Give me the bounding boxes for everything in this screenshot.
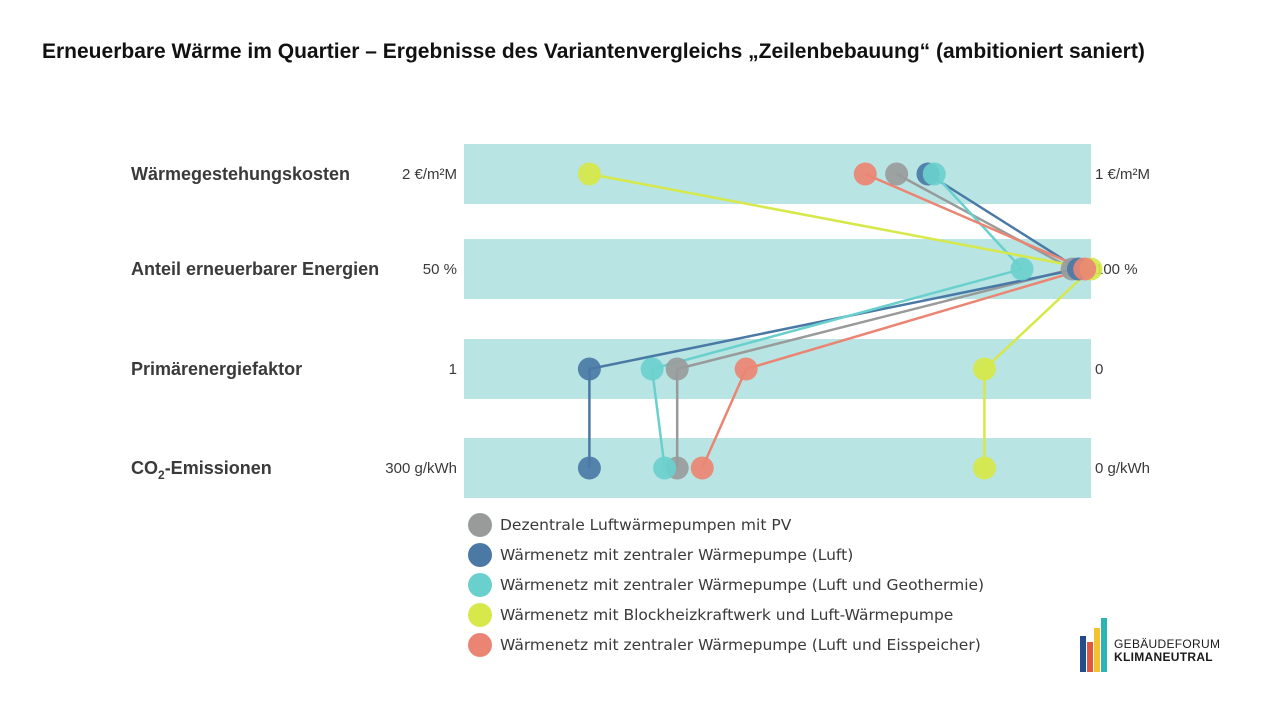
legend-label: Wärmenetz mit Blockheizkraftwerk und Luf… (500, 606, 954, 624)
category-band (464, 144, 1091, 204)
logo-bar (1101, 618, 1107, 672)
legend-label: Wärmenetz mit zentraler Wärmepumpe (Luft… (500, 576, 985, 594)
category-label: Primärenergiefaktor (131, 359, 302, 379)
range-min-label: 2 €/m²M (402, 166, 457, 183)
legend-swatch (468, 573, 492, 597)
data-point (885, 162, 909, 186)
legend-label: Dezentrale Luftwärmepumpen mit PV (500, 516, 792, 534)
category-band (464, 339, 1091, 399)
data-point (1010, 257, 1034, 281)
data-point (577, 357, 601, 381)
range-max-label: 1 €/m²M (1095, 166, 1150, 183)
category-label: CO2-Emissionen (131, 458, 272, 482)
range-min-label: 300 g/kWh (385, 460, 457, 477)
range-min-label: 1 (449, 361, 457, 378)
series-lines (588, 172, 1093, 469)
series-line (701, 172, 1086, 469)
logo-text-line2: KLIMANEUTRAL (1114, 650, 1213, 664)
range-max-label: 100 % (1095, 261, 1138, 278)
series-line (589, 172, 1093, 468)
category-label: Anteil erneuerbarer Energien (131, 259, 379, 279)
data-point (972, 456, 996, 480)
data-point (1073, 257, 1097, 281)
legend-item: Dezentrale Luftwärmepumpen mit PV (468, 510, 984, 540)
data-point (577, 456, 601, 480)
chart-title: Erneuerbare Wärme im Quartier – Ergebnis… (42, 40, 1145, 63)
category-labels: Wärmegestehungskosten 2 €/m²M 1 €/m²M Antei… (131, 164, 1150, 482)
logo-bar (1094, 628, 1100, 672)
data-point (640, 357, 664, 381)
data-point (972, 357, 996, 381)
range-max-label: 0 (1095, 361, 1103, 378)
legend-swatch (468, 603, 492, 627)
legend-label: Wärmenetz mit zentraler Wärmepumpe (Luft… (500, 636, 981, 654)
legend-item: Wärmenetz mit zentraler Wärmepumpe (Luft… (468, 630, 984, 660)
legend-label: Wärmenetz mit zentraler Wärmepumpe (Luft… (500, 546, 854, 564)
legend-item: Wärmenetz mit Blockheizkraftwerk und Luf… (468, 600, 984, 630)
logo: GEBÄUDEFORUM KLIMANEUTRAL (1080, 616, 1220, 672)
series-line (675, 172, 1074, 468)
legend-swatch (468, 543, 492, 567)
legend-swatch (468, 513, 492, 537)
logo-text-line1: GEBÄUDEFORUM (1114, 637, 1221, 651)
range-max-label: 0 g/kWh (1095, 460, 1150, 477)
series-points (577, 162, 1103, 480)
data-point (922, 162, 946, 186)
legend: Dezentrale Luftwärmepumpen mit PV Wärmene… (468, 510, 984, 660)
data-point (665, 357, 689, 381)
legend-swatch (468, 633, 492, 657)
logo-bar (1087, 642, 1093, 672)
data-point (577, 162, 601, 186)
data-point (690, 456, 714, 480)
category-bands (464, 144, 1091, 498)
data-point (853, 162, 877, 186)
data-point (734, 357, 758, 381)
data-point (653, 456, 677, 480)
legend-item: Wärmenetz mit zentraler Wärmepumpe (Luft… (468, 570, 984, 600)
logo-mark (1080, 616, 1108, 672)
legend-item: Wärmenetz mit zentraler Wärmepumpe (Luft… (468, 540, 984, 570)
range-min-label: 50 % (423, 261, 457, 278)
logo-bar (1080, 636, 1086, 672)
category-label: Wärmegestehungskosten (131, 164, 350, 184)
category-band (464, 438, 1091, 498)
category-band (464, 239, 1091, 299)
